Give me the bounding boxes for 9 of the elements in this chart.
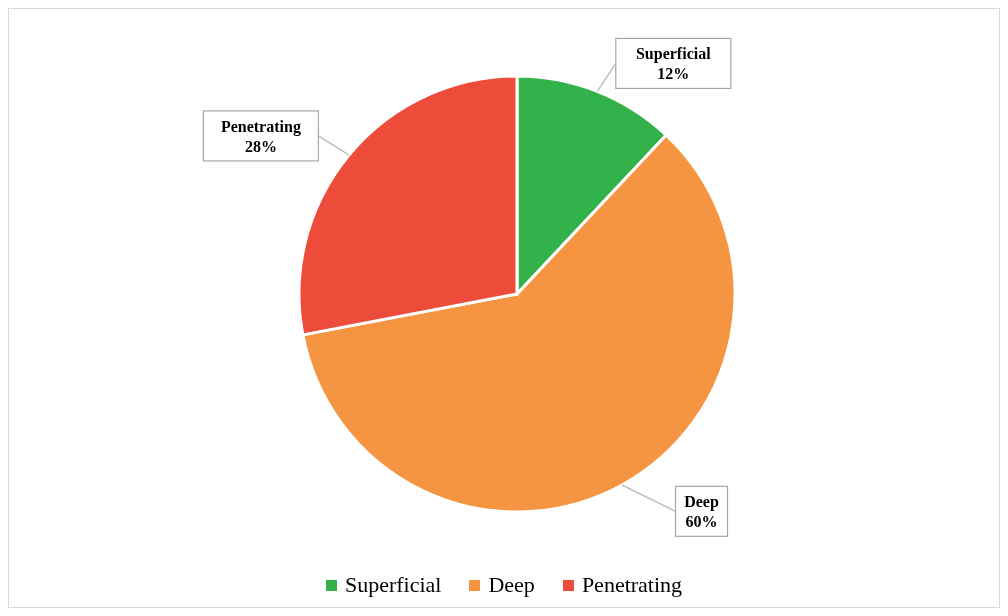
legend-label: Penetrating — [580, 572, 683, 598]
data-label: 12% — [657, 65, 690, 83]
data-label: 60% — [685, 513, 718, 531]
legend-label: Superficial — [343, 572, 442, 598]
data-label: 28% — [244, 137, 277, 155]
slice-label: Deep — [684, 493, 719, 512]
slice-label: Penetrating — [220, 117, 301, 136]
slice-label: Superficial — [635, 45, 712, 64]
legend-label: Deep — [487, 572, 535, 598]
